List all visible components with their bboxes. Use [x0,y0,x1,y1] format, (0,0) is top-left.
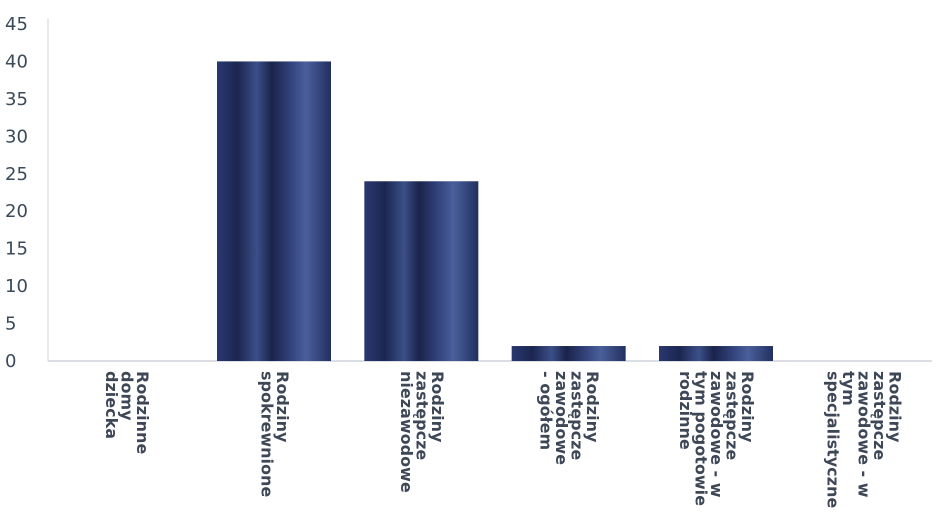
y-tick-label: 45 [5,14,28,35]
y-tick-label: 10 [5,276,28,297]
x-category-label-line: - ogółem [536,371,555,450]
x-category-label-line: Rodziny [273,371,292,443]
y-tick-label: 15 [5,239,28,260]
y-tick-label: 35 [5,89,28,110]
y-tick-label: 0 [5,351,16,372]
x-category-label-line: tym [839,371,858,406]
x-category-label-line: dziecka [102,371,121,439]
y-tick-label: 5 [5,314,16,335]
y-tick-label: 20 [5,201,28,222]
x-category-label-line: tym pogotowie [692,371,711,506]
y-tick-label: 25 [5,164,28,185]
y-tick-label: 40 [5,51,28,72]
y-tick-label: 30 [5,126,28,147]
bar [364,181,479,361]
bars [217,61,773,361]
x-category-label-line: Rodziny [738,371,757,443]
bar [659,346,773,361]
x-category-label-line: zawodowe [552,371,571,465]
x-category-label-line: Rodzinne [133,371,152,454]
x-category-label-line: spokrewnione [257,371,276,497]
x-category-label-line: zastępcze [870,371,889,460]
x-category-label-line: niezawodowe [397,371,416,493]
x-category-label-line: Rodziny [583,371,602,443]
y-axis: 0 5 10 15 20 25 30 35 40 45 [5,14,932,372]
x-category-label-line: zawodowe - w [854,371,873,498]
x-category-label-line: zastępcze [723,371,742,460]
bar [217,61,331,361]
x-category-label-line: rodzinne [676,371,695,450]
x-category-label-line: zawodowe - w [707,371,726,498]
x-category-label-line: Rodziny [428,371,447,443]
bar [511,346,626,361]
x-category-label-line: Rodziny [885,371,904,443]
x-category-label-line: zastępcze [412,371,431,460]
x-category-label-line: specjalistyczne [823,371,842,508]
x-category-label-line: zastępcze [567,371,586,460]
x-category-label-line: domy [118,371,137,421]
